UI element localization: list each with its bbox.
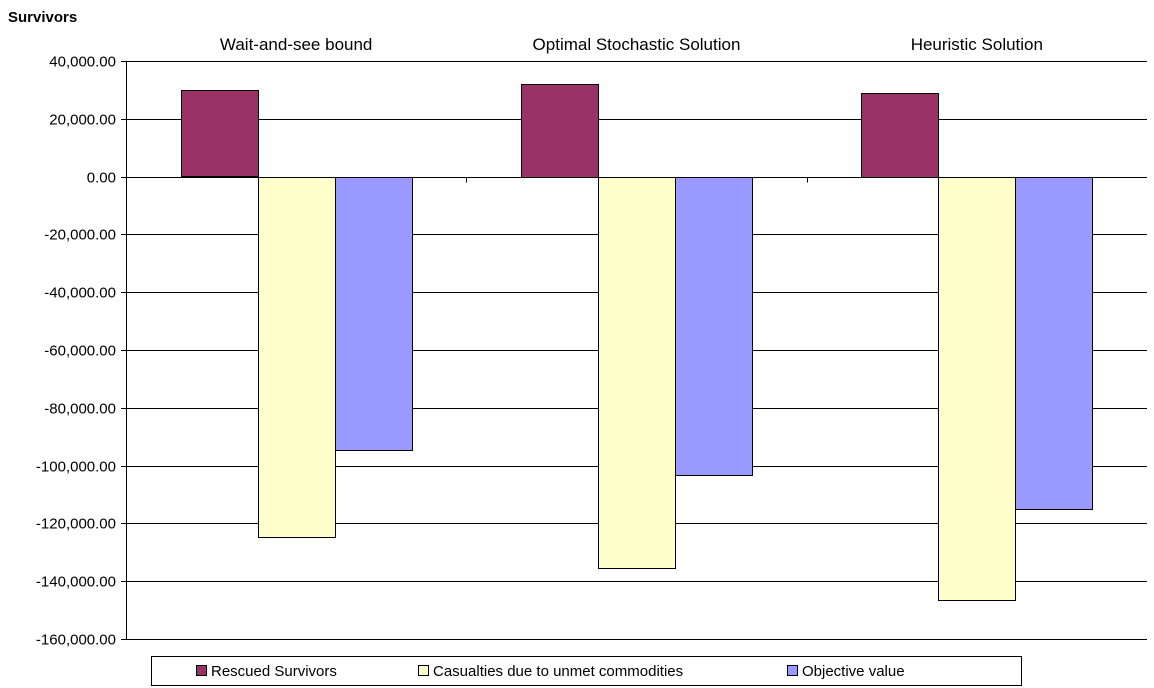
legend-box [151, 656, 1022, 686]
y-tick-label: 20,000.00 [49, 112, 116, 129]
legend-label: Objective value [802, 663, 905, 680]
y-tick-label: 0.00 [87, 170, 116, 187]
bar [1015, 177, 1093, 510]
y-tick-label: -20,000.00 [44, 227, 116, 244]
bar [335, 177, 413, 451]
y-tick-label: -60,000.00 [44, 343, 116, 360]
legend: Rescued Survivors Casualties due to unmet… [151, 656, 1022, 686]
legend-label: Casualties due to unmet commodities [433, 663, 683, 680]
y-tick-label: -80,000.00 [44, 401, 116, 418]
legend-swatch [196, 665, 207, 676]
axes [121, 61, 808, 640]
bar [675, 177, 753, 476]
y-tick-label: -140,000.00 [36, 574, 116, 591]
bar [938, 177, 1016, 601]
bars [181, 84, 1093, 601]
bar [181, 90, 259, 177]
y-tick-labels: 40,000.00 20,000.00 0.00 -20,000.00 -40,000.… [36, 54, 116, 649]
y-tick-label: -120,000.00 [36, 516, 116, 533]
category-label: Optimal Stochastic Solution [533, 35, 741, 54]
category-labels: Wait-and-see bound Optimal Stochastic Sol… [220, 35, 1043, 54]
y-tick-label: -100,000.00 [36, 459, 116, 476]
bar [598, 177, 676, 569]
legend-swatch [787, 665, 798, 676]
category-label: Wait-and-see bound [220, 35, 372, 54]
bar [861, 93, 939, 178]
legend-label: Rescued Survivors [211, 663, 337, 680]
y-tick-label: -40,000.00 [44, 285, 116, 302]
category-label: Heuristic Solution [911, 35, 1043, 54]
bar [258, 177, 336, 538]
y-tick-label: 40,000.00 [49, 54, 116, 71]
y-axis-title: Survivors [8, 9, 77, 26]
bar [521, 84, 599, 178]
legend-swatch [418, 665, 429, 676]
y-tick-label: -160,000.00 [36, 632, 116, 649]
